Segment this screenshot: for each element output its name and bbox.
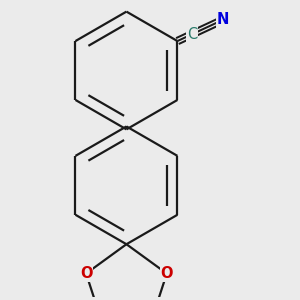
Text: N: N xyxy=(217,12,229,27)
Text: O: O xyxy=(80,266,92,281)
Text: O: O xyxy=(160,266,173,281)
Text: C: C xyxy=(187,27,197,42)
